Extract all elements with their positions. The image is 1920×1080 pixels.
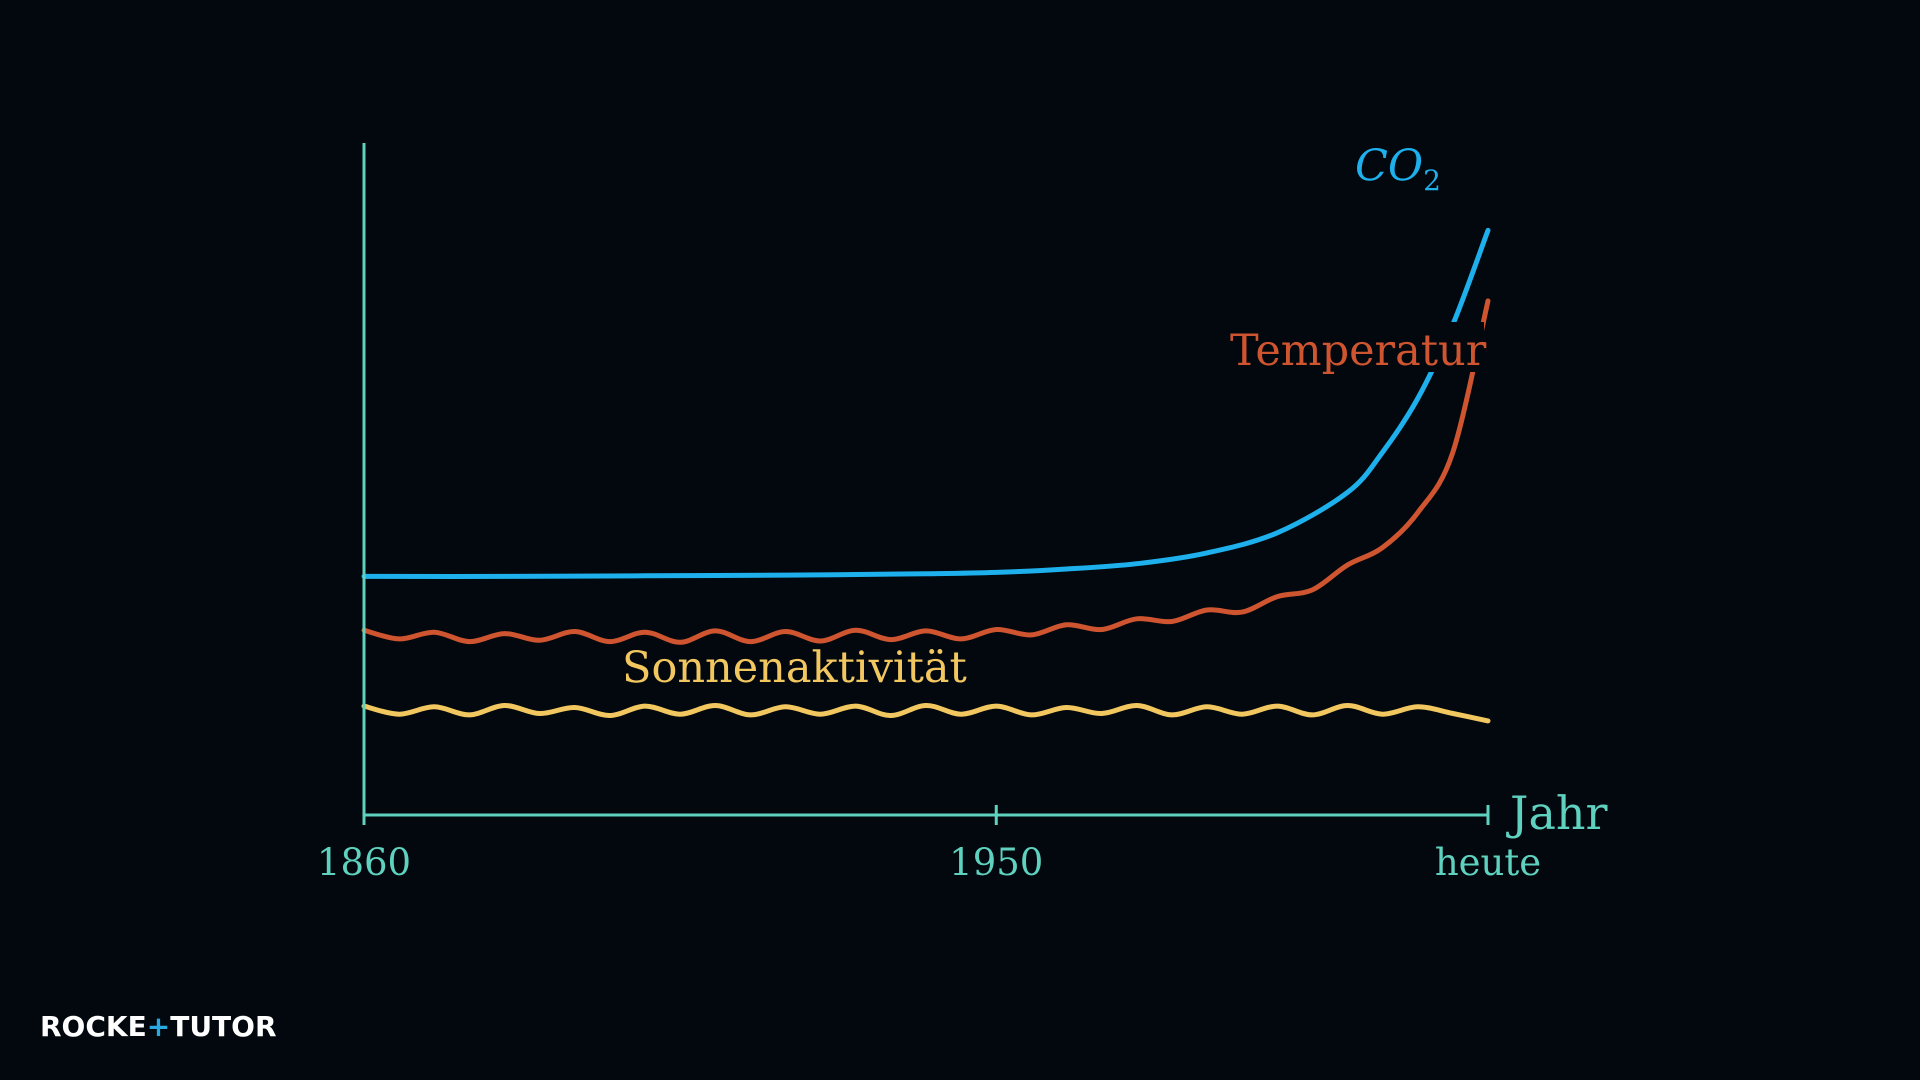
logo-text-part2: TUTOR <box>170 1010 277 1043</box>
solar-activity-series-label: Sonnenaktivität <box>622 643 967 693</box>
solar-label-background <box>618 645 950 695</box>
temperature-line <box>361 298 1491 645</box>
x-tick-layer: 1860 1950 heute <box>317 805 1541 884</box>
logo-text-part1: ROCKE <box>40 1010 147 1043</box>
x-axis-title: Jahr <box>1506 786 1607 840</box>
series-layer <box>361 227 1491 724</box>
logo-plus-icon: + <box>146 1010 171 1043</box>
solar-activity-line <box>361 702 1491 724</box>
x-tick-label: heute <box>1435 841 1541 884</box>
series-label-layer: CO2 Temperatur Sonnenaktivität <box>618 141 1487 695</box>
rocket-tutor-logo: ROCKE+TUTOR <box>40 1010 277 1043</box>
co2-line <box>361 227 1491 579</box>
x-tick-label: 1860 <box>317 841 411 884</box>
x-tick-label: 1950 <box>949 841 1043 884</box>
co2-series-label: CO2 <box>1355 141 1441 197</box>
temperature-series-label: Temperatur <box>1230 326 1487 376</box>
temperature-label-background <box>1226 322 1484 372</box>
